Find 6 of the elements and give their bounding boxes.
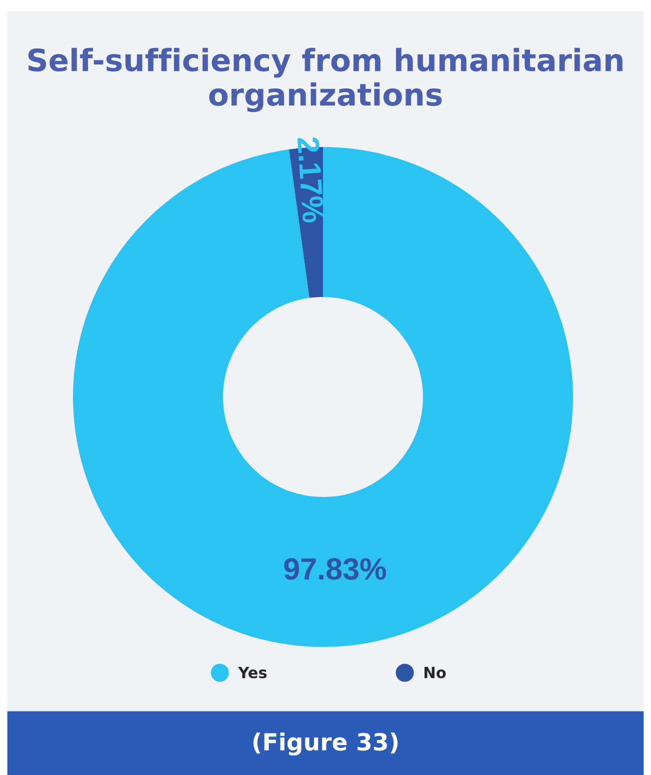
text: (Figure 33) xyxy=(253,732,398,756)
legend-label: Yes xyxy=(238,666,267,678)
legend-label: No xyxy=(424,666,446,678)
data-label: 2.17% xyxy=(297,136,324,223)
data-label: 97.83% xyxy=(284,558,386,580)
chart-title: Self-sufficiency from humanitarian organizations xyxy=(28,48,622,112)
